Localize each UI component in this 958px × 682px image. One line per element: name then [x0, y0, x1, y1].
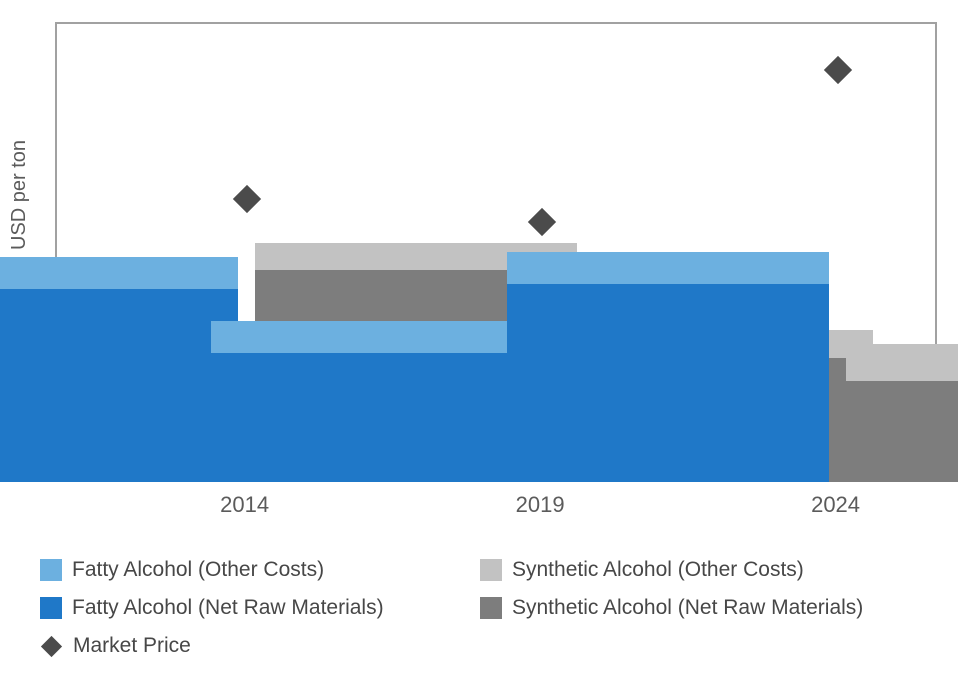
- bar-seg-synth-other: [846, 344, 958, 381]
- bar-seg-fatty-raw: [507, 284, 829, 482]
- legend-item: Market Price: [40, 634, 480, 658]
- legend-label: Fatty Alcohol (Other Costs): [72, 558, 324, 582]
- legend-item: Synthetic Alcohol (Net Raw Materials): [480, 596, 920, 620]
- legend-item: Fatty Alcohol (Other Costs): [40, 558, 480, 582]
- chart-container: USD per ton 2014 2019 2024 Fatty Alcohol (…: [0, 0, 958, 682]
- bar-seg-fatty-raw: [211, 353, 533, 482]
- legend-swatch: [480, 597, 502, 619]
- bar-seg-synth-raw: [846, 381, 958, 482]
- x-tick-label: 2024: [811, 492, 860, 518]
- legend-label: Fatty Alcohol (Net Raw Materials): [72, 596, 384, 620]
- y-axis-label: USD per ton: [8, 140, 31, 250]
- bar-seg-fatty-other: [0, 257, 238, 289]
- market-price-marker: [528, 208, 556, 236]
- legend-label: Synthetic Alcohol (Other Costs): [512, 558, 804, 582]
- x-tick-label: 2014: [220, 492, 269, 518]
- legend: Fatty Alcohol (Other Costs) Synthetic Alc…: [40, 558, 940, 672]
- legend-swatch: [40, 559, 62, 581]
- x-axis-labels: 2014 2019 2024: [55, 492, 937, 532]
- legend-swatch: [480, 559, 502, 581]
- market-price-marker: [232, 185, 260, 213]
- diamond-icon: [41, 635, 62, 656]
- legend-label: Market Price: [73, 634, 191, 658]
- legend-label: Synthetic Alcohol (Net Raw Materials): [512, 596, 863, 620]
- x-tick-label: 2019: [516, 492, 565, 518]
- legend-row: Fatty Alcohol (Other Costs) Synthetic Alc…: [40, 558, 940, 582]
- bar-fatty: [0, 257, 238, 482]
- bar-fatty: [211, 321, 533, 482]
- bar-seg-fatty-raw: [0, 289, 238, 482]
- market-price-marker: [823, 56, 851, 84]
- bar-synthetic: [846, 344, 958, 482]
- bar-fatty: [507, 252, 829, 482]
- legend-swatch: [40, 597, 62, 619]
- plot-area: [55, 22, 937, 482]
- bar-seg-fatty-other: [507, 252, 829, 284]
- legend-item: Fatty Alcohol (Net Raw Materials): [40, 596, 480, 620]
- legend-row: Fatty Alcohol (Net Raw Materials) Synthet…: [40, 596, 940, 620]
- legend-row: Market Price: [40, 634, 940, 658]
- bar-seg-fatty-other: [211, 321, 533, 353]
- legend-item: Synthetic Alcohol (Other Costs): [480, 558, 920, 582]
